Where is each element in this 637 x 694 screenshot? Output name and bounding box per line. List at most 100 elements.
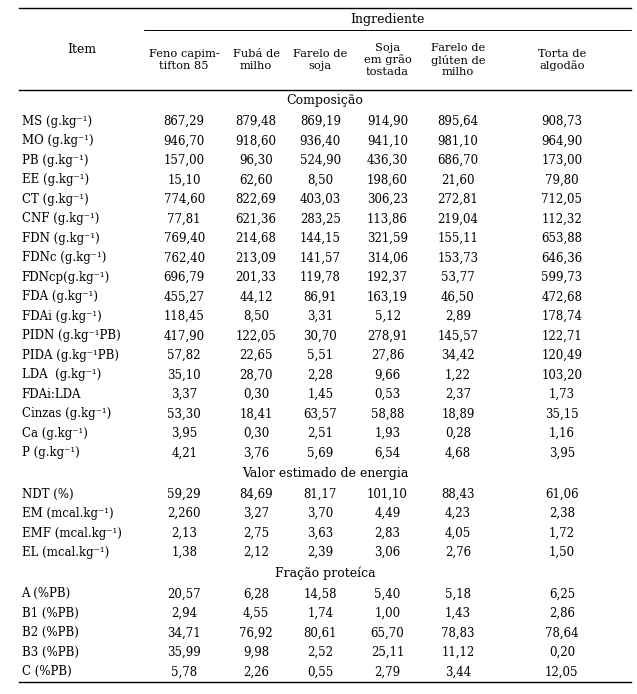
Text: 122,05: 122,05	[236, 329, 276, 342]
Text: PIDA (g.kg⁻¹PB): PIDA (g.kg⁻¹PB)	[22, 349, 118, 362]
Text: 145,57: 145,57	[438, 329, 478, 342]
Text: 403,03: 403,03	[299, 193, 341, 206]
Text: 524,90: 524,90	[300, 154, 341, 167]
Text: FDAi (g.kg⁻¹): FDAi (g.kg⁻¹)	[22, 310, 101, 323]
Text: EL (mcal.kg⁻¹): EL (mcal.kg⁻¹)	[22, 546, 109, 559]
Text: 9,98: 9,98	[243, 646, 269, 659]
Text: 34,71: 34,71	[168, 627, 201, 639]
Text: 4,23: 4,23	[445, 507, 471, 520]
Text: Soja
em grão
tostada: Soja em grão tostada	[364, 43, 412, 77]
Text: 201,33: 201,33	[236, 271, 276, 284]
Text: 15,10: 15,10	[168, 174, 201, 186]
Text: 2,38: 2,38	[549, 507, 575, 520]
Text: 272,81: 272,81	[438, 193, 478, 206]
Text: 8,50: 8,50	[307, 174, 333, 186]
Text: 914,90: 914,90	[367, 115, 408, 128]
Text: 417,90: 417,90	[164, 329, 204, 342]
Text: Fração proteíca: Fração proteíca	[275, 566, 375, 580]
Text: 11,12: 11,12	[441, 646, 475, 659]
Text: 5,51: 5,51	[307, 349, 333, 362]
Text: 696,79: 696,79	[164, 271, 205, 284]
Text: 306,23: 306,23	[367, 193, 408, 206]
Text: Feno capim-
tifton 85: Feno capim- tifton 85	[149, 49, 220, 71]
Text: 80,61: 80,61	[304, 627, 337, 639]
Text: Ca (g.kg⁻¹): Ca (g.kg⁻¹)	[22, 427, 87, 440]
Text: 4,21: 4,21	[171, 446, 197, 459]
Text: 178,74: 178,74	[541, 310, 582, 323]
Text: 118,45: 118,45	[164, 310, 204, 323]
Text: Valor estimado de energia: Valor estimado de energia	[241, 467, 408, 480]
Text: 27,86: 27,86	[371, 349, 404, 362]
Text: 0,28: 0,28	[445, 427, 471, 440]
Text: 472,68: 472,68	[541, 290, 582, 303]
Text: 96,30: 96,30	[240, 154, 273, 167]
Text: 3,76: 3,76	[243, 446, 269, 459]
Text: 4,55: 4,55	[243, 607, 269, 620]
Text: 219,04: 219,04	[438, 212, 478, 226]
Text: 646,36: 646,36	[541, 251, 582, 264]
Text: 78,64: 78,64	[545, 627, 578, 639]
Text: B1 (%PB): B1 (%PB)	[22, 607, 78, 620]
Text: 1,73: 1,73	[548, 388, 575, 400]
Text: 5,18: 5,18	[445, 587, 471, 600]
Text: 34,42: 34,42	[441, 349, 475, 362]
Text: 120,49: 120,49	[541, 349, 582, 362]
Text: PIDN (g.kg⁻¹PB): PIDN (g.kg⁻¹PB)	[22, 329, 120, 342]
Text: 21,60: 21,60	[441, 174, 475, 186]
Text: 946,70: 946,70	[164, 135, 205, 147]
Text: 112,32: 112,32	[541, 212, 582, 226]
Text: 84,69: 84,69	[240, 488, 273, 500]
Text: 79,80: 79,80	[545, 174, 578, 186]
Text: 2,28: 2,28	[307, 369, 333, 381]
Text: 436,30: 436,30	[367, 154, 408, 167]
Text: 53,77: 53,77	[441, 271, 475, 284]
Text: Farelo de
soja: Farelo de soja	[293, 49, 347, 71]
Text: 122,71: 122,71	[541, 329, 582, 342]
Text: 3,06: 3,06	[375, 546, 401, 559]
Text: 3,37: 3,37	[171, 388, 197, 400]
Text: 936,40: 936,40	[299, 135, 341, 147]
Text: 879,48: 879,48	[236, 115, 276, 128]
Text: 6,25: 6,25	[548, 587, 575, 600]
Text: 173,00: 173,00	[541, 154, 582, 167]
Text: B3 (%PB): B3 (%PB)	[22, 646, 78, 659]
Text: 822,69: 822,69	[236, 193, 276, 206]
Text: 4,68: 4,68	[445, 446, 471, 459]
Text: 0,20: 0,20	[548, 646, 575, 659]
Text: 62,60: 62,60	[240, 174, 273, 186]
Text: B2 (%PB): B2 (%PB)	[22, 627, 78, 639]
Text: 981,10: 981,10	[438, 135, 478, 147]
Text: Item: Item	[68, 42, 96, 56]
Text: 113,86: 113,86	[367, 212, 408, 226]
Text: FDNc (g.kg⁻¹): FDNc (g.kg⁻¹)	[22, 251, 106, 264]
Text: 213,09: 213,09	[236, 251, 276, 264]
Text: 198,60: 198,60	[367, 174, 408, 186]
Text: 5,12: 5,12	[375, 310, 401, 323]
Text: 621,36: 621,36	[236, 212, 276, 226]
Text: 1,74: 1,74	[307, 607, 333, 620]
Text: 153,73: 153,73	[438, 251, 478, 264]
Text: 88,43: 88,43	[441, 488, 475, 500]
Text: 76,92: 76,92	[240, 627, 273, 639]
Text: 141,57: 141,57	[300, 251, 341, 264]
Text: 769,40: 769,40	[164, 232, 205, 245]
Text: 5,40: 5,40	[375, 587, 401, 600]
Text: 2,75: 2,75	[243, 527, 269, 539]
Text: 686,70: 686,70	[438, 154, 478, 167]
Text: 63,57: 63,57	[303, 407, 337, 421]
Text: 3,95: 3,95	[548, 446, 575, 459]
Text: FDNcp(g.kg⁻¹): FDNcp(g.kg⁻¹)	[22, 271, 110, 284]
Text: 2,12: 2,12	[243, 546, 269, 559]
Text: 77,81: 77,81	[168, 212, 201, 226]
Text: FDN (g.kg⁻¹): FDN (g.kg⁻¹)	[22, 232, 99, 245]
Text: 12,05: 12,05	[545, 666, 578, 678]
Text: 2,79: 2,79	[375, 666, 401, 678]
Text: 2,26: 2,26	[243, 666, 269, 678]
Text: 2,89: 2,89	[445, 310, 471, 323]
Text: Ingrediente: Ingrediente	[350, 12, 425, 26]
Text: 1,50: 1,50	[548, 546, 575, 559]
Text: 3,27: 3,27	[243, 507, 269, 520]
Text: 1,00: 1,00	[375, 607, 401, 620]
Text: 908,73: 908,73	[541, 115, 582, 128]
Text: 46,50: 46,50	[441, 290, 475, 303]
